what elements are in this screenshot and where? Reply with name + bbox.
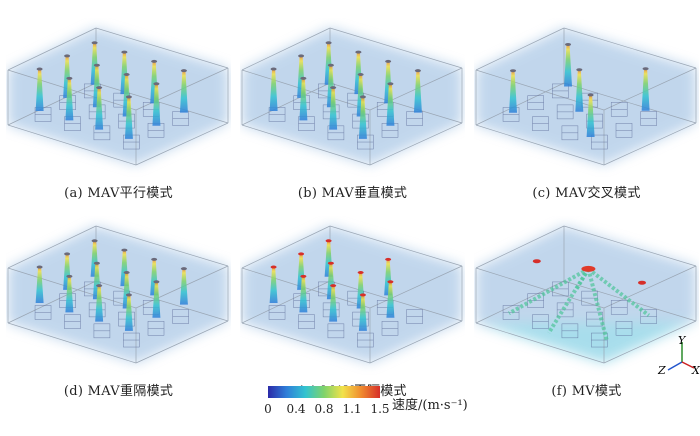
caption-d: (d) MAV重隔模式 — [63, 384, 174, 399]
y-axis-label: Y — [678, 336, 687, 347]
caption-f: (f) MV模式 — [551, 384, 622, 399]
z-axis-label: Z — [657, 364, 666, 377]
caption-b: (b) MAV垂直模式 — [297, 186, 408, 201]
caption-c: (c) MAV交叉模式 — [532, 186, 641, 201]
colorbar-tick-1: 0.4 — [286, 402, 306, 416]
flow-render-c — [475, 27, 697, 166]
z-axis-line — [667, 361, 683, 371]
flow-render-d — [7, 225, 229, 364]
flow-render-f — [475, 225, 697, 364]
panel-f — [474, 216, 699, 386]
colorbar-tick-2: 0.8 — [314, 402, 334, 416]
panel-a — [6, 18, 231, 188]
axes-triad: Y Z X — [657, 336, 700, 377]
panel-c — [474, 18, 699, 188]
colorbar-tick-4: 1.5 — [370, 402, 390, 416]
colorbar-tick-3: 1.1 — [342, 402, 362, 416]
panel-d — [6, 216, 231, 386]
flow-render-b — [241, 27, 463, 166]
velocity-colorbar — [268, 386, 380, 398]
panel-b — [240, 18, 465, 188]
colorbar-tick-0: 0 — [264, 402, 272, 416]
flow-render-a — [7, 27, 229, 166]
caption-a: (a) MAV平行模式 — [64, 186, 173, 201]
flow-render-e — [241, 225, 463, 364]
colorbar-unit-label: 速度/(m·s⁻¹) — [392, 398, 468, 413]
x-axis-label: X — [691, 364, 700, 377]
x-axis-line — [681, 361, 695, 369]
panel-e — [240, 216, 465, 386]
